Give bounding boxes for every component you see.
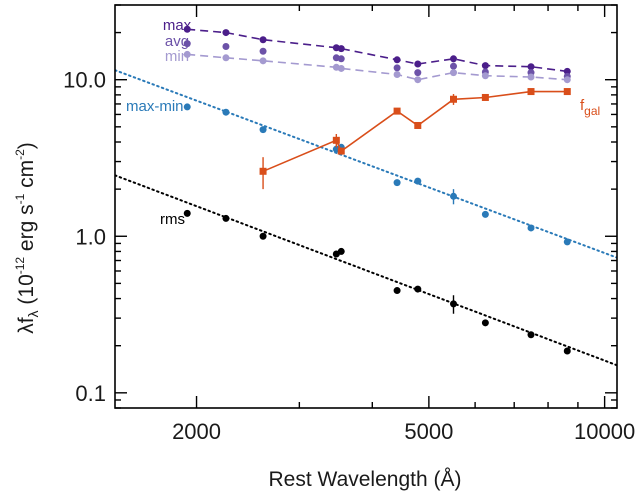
plot-frame xyxy=(114,4,618,409)
max-min-point xyxy=(222,108,230,116)
rms-point xyxy=(337,247,345,255)
f-point xyxy=(337,147,345,155)
max-min-point xyxy=(527,224,535,232)
y-tick-label: 1.0 xyxy=(75,224,106,249)
max-min-point xyxy=(393,179,401,187)
f-point xyxy=(414,121,422,129)
max-line xyxy=(187,28,568,73)
min-point xyxy=(414,76,422,84)
x-tick-label: 2000 xyxy=(172,419,221,444)
plot-area xyxy=(115,25,617,367)
max-point xyxy=(414,60,422,68)
min-point xyxy=(563,76,571,84)
x-axis-label: Rest Wavelength (Å) xyxy=(269,468,462,491)
max-point xyxy=(393,56,401,64)
min-point xyxy=(183,50,191,58)
plot-inner xyxy=(115,25,617,367)
max-point xyxy=(450,55,458,63)
f-point xyxy=(527,88,535,96)
max-point xyxy=(563,67,571,75)
max-point xyxy=(222,29,230,37)
avg-point xyxy=(183,40,191,48)
max-min-fit-line xyxy=(115,69,617,259)
f-point xyxy=(450,95,458,103)
avg-point xyxy=(393,64,401,72)
avg-point xyxy=(450,62,458,70)
rms-point xyxy=(414,285,422,293)
series-rms xyxy=(183,209,571,355)
rms-point xyxy=(259,232,267,240)
series-min xyxy=(183,50,571,84)
min-line xyxy=(187,53,568,81)
series-label-min: min xyxy=(165,48,189,65)
max-min-point xyxy=(183,103,191,111)
rms-point xyxy=(222,214,230,222)
x-tick-label: 10000 xyxy=(574,419,635,444)
min-point xyxy=(481,72,489,80)
min-point xyxy=(222,54,230,62)
series-label-rms: rms xyxy=(160,211,185,228)
series-label-avg: avg xyxy=(165,33,189,50)
max-point xyxy=(183,25,191,33)
rms-point xyxy=(450,300,458,308)
series-label-max-min: max-min xyxy=(126,98,184,115)
series-label-f: fgal xyxy=(580,97,600,118)
rms-fit-line xyxy=(115,174,617,367)
max-min-point xyxy=(481,210,489,218)
min-point xyxy=(527,73,535,81)
f-line xyxy=(262,90,568,173)
rms-point xyxy=(393,287,401,295)
max-min-point xyxy=(563,238,571,246)
avg-point xyxy=(259,47,267,55)
rms-point xyxy=(527,331,535,339)
max-min-point xyxy=(450,192,458,200)
x-tick-label: 5000 xyxy=(404,419,453,444)
series-max xyxy=(183,25,571,75)
axis-ticks: 2000 5000 10000 0.1 1.0 10.0 xyxy=(63,4,635,444)
max-point xyxy=(337,45,345,53)
rms-point xyxy=(481,319,489,327)
rms-point xyxy=(183,209,191,217)
f-point xyxy=(259,167,267,175)
max-point xyxy=(259,36,267,44)
f-point xyxy=(332,136,340,144)
max-point xyxy=(481,62,489,70)
avg-point xyxy=(222,42,230,50)
y-tick-label: 10.0 xyxy=(63,68,106,93)
y-tick-label: 0.1 xyxy=(75,381,106,406)
y-axis-label: λfλ (10-12 erg s-1 cm-2) xyxy=(13,142,41,334)
min-point xyxy=(337,64,345,72)
avg-point xyxy=(337,55,345,63)
f-point xyxy=(481,93,489,101)
series-avg xyxy=(183,40,571,80)
min-point xyxy=(259,57,267,65)
max-min-point xyxy=(259,126,267,134)
min-point xyxy=(393,70,401,78)
f-point xyxy=(393,107,401,115)
max-point xyxy=(527,63,535,71)
avg-point xyxy=(414,69,422,77)
series-f xyxy=(259,88,571,190)
max-min-point xyxy=(414,177,422,185)
f-point xyxy=(563,88,571,96)
rms-point xyxy=(563,347,571,355)
min-point xyxy=(450,69,458,77)
series-label-max: max xyxy=(163,17,192,34)
